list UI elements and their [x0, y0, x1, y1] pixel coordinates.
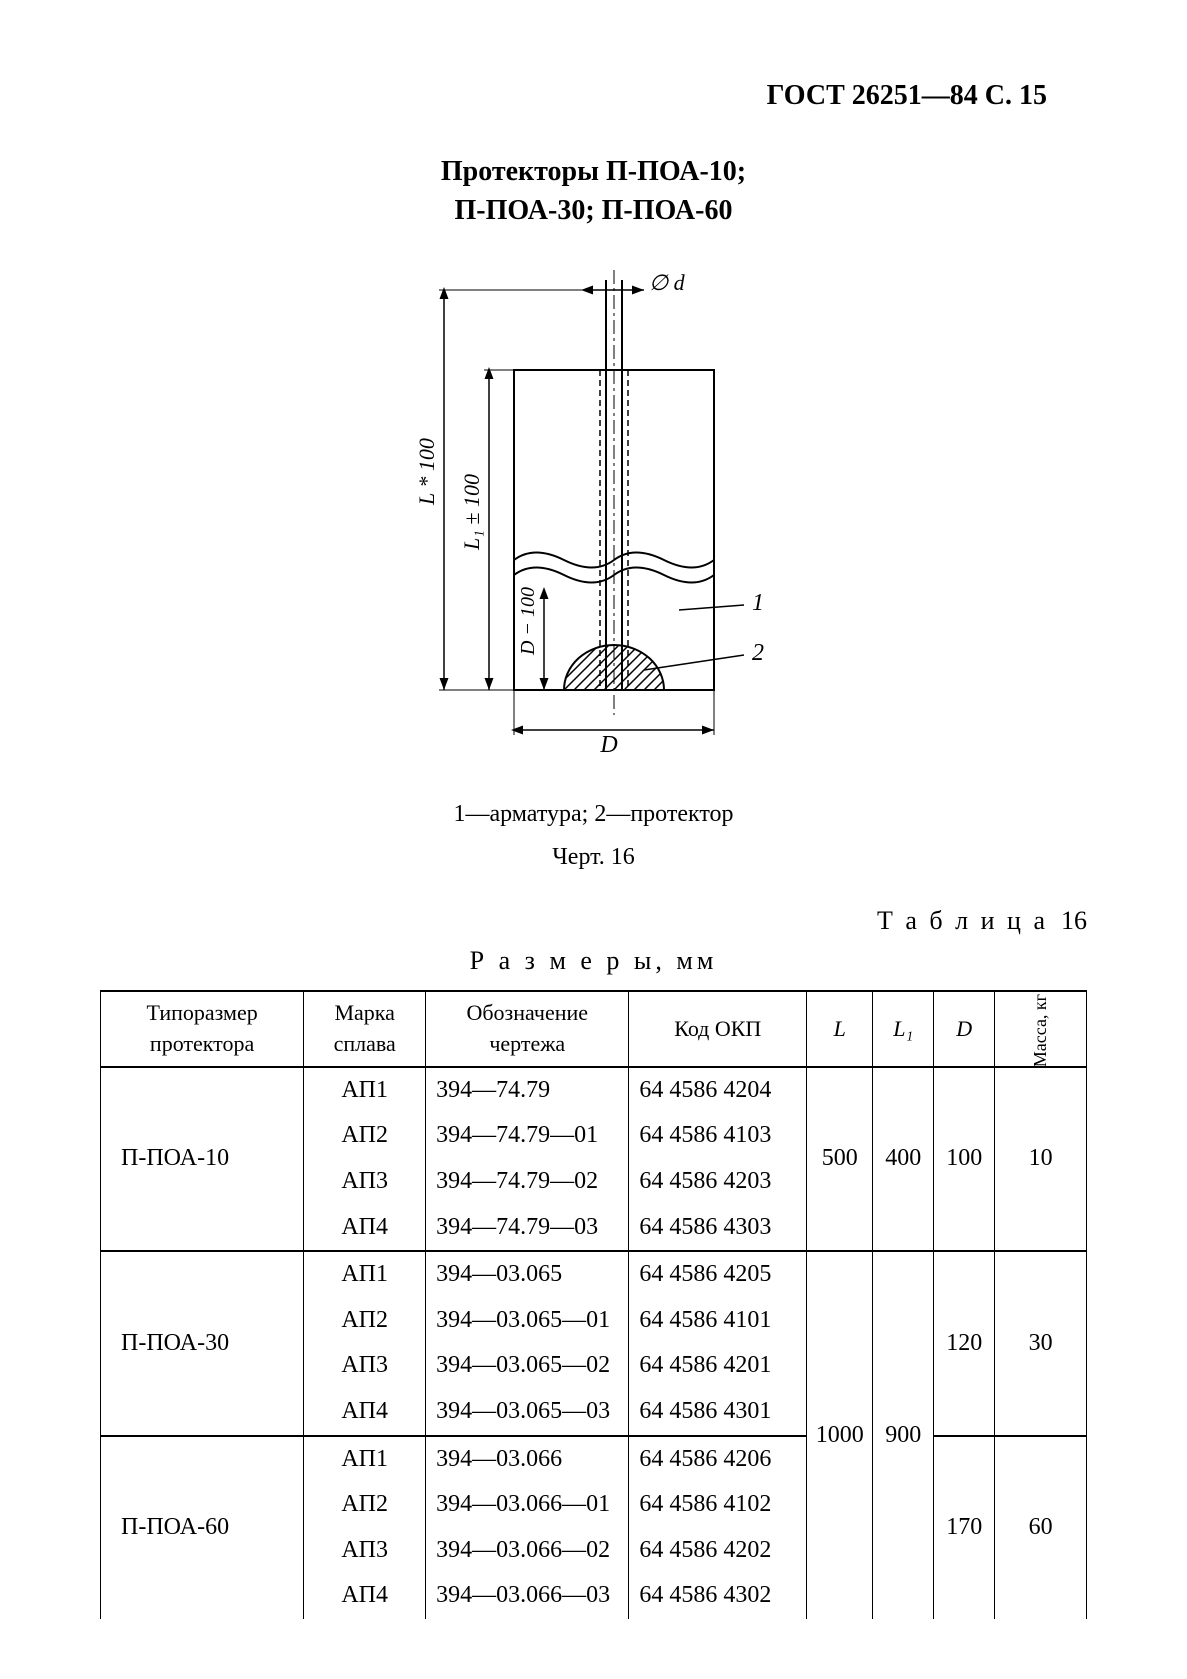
diagram-legend: 1—арматура; 2—протектор: [453, 801, 733, 827]
col-L1: L₁: [873, 991, 934, 1067]
cell-desig: 394—74.79—01: [426, 1113, 629, 1159]
cell-L: 500: [807, 1067, 873, 1251]
label-phi-d: ∅ d: [649, 270, 686, 295]
table-header-row: Типоразмер протектора Марка сплава Обозн…: [101, 991, 1087, 1067]
cell-okp: 64 4586 4205: [629, 1251, 807, 1298]
col-okp: Код ОКП: [629, 991, 807, 1067]
cell-alloy: АП3: [304, 1528, 426, 1574]
table-row: П-ПОА-60 АП1 394—03.066 64 4586 4206 170…: [101, 1436, 1087, 1483]
col-desig-l1: Обозначение: [466, 1000, 588, 1025]
col-mass: Масса, кг: [995, 991, 1087, 1067]
table-row: П-ПОА-30 АП1 394—03.065 64 4586 4205 100…: [101, 1251, 1087, 1298]
cell-mass: 30: [995, 1251, 1087, 1435]
table-row: П-ПОА-10 АП1 394—74.79 64 4586 4204 500 …: [101, 1067, 1087, 1114]
col-L-lbl: L: [834, 1016, 846, 1041]
cell-okp: 64 4586 4203: [629, 1159, 807, 1205]
title-block: Протекторы П-ПОА-10; П-ПОА-30; П-ПОА-60: [100, 152, 1087, 230]
cell-alloy: АП1: [304, 1251, 426, 1298]
cell-okp: 64 4586 4301: [629, 1389, 807, 1436]
cell-D: 120: [934, 1251, 995, 1435]
cell-L1: 900: [873, 1251, 934, 1619]
table-number-label: Т а б л и ц а 16: [100, 906, 1117, 936]
table-label-prefix: Т а б л и ц а: [877, 906, 1048, 936]
col-typesize-l2: протектора: [150, 1031, 254, 1056]
cell-okp: 64 4586 4102: [629, 1482, 807, 1528]
col-alloy-l2: сплава: [334, 1031, 396, 1056]
cell-alloy: АП3: [304, 1159, 426, 1205]
cell-typesize: П-ПОА-10: [101, 1067, 304, 1251]
diagram-fignum: Черт. 16: [100, 838, 1087, 876]
diagram: ∅ d L * 100 L₁ ± 100 D − 100 D 1 2: [100, 260, 1087, 876]
col-L: L: [807, 991, 873, 1067]
cell-mass: 60: [995, 1436, 1087, 1619]
col-okp-l1: Код ОКП: [674, 1016, 761, 1041]
cell-desig: 394—03.065—02: [426, 1343, 629, 1389]
cell-alloy: АП1: [304, 1067, 426, 1114]
cell-okp: 64 4586 4103: [629, 1113, 807, 1159]
cell-desig: 394—74.79: [426, 1067, 629, 1114]
cell-D: 100: [934, 1067, 995, 1251]
cell-desig: 394—03.065—01: [426, 1298, 629, 1344]
cell-okp: 64 4586 4302: [629, 1573, 807, 1619]
standard-header: ГОСТ 26251—84 С. 15: [100, 80, 1087, 112]
table-label-num: 16: [1061, 906, 1087, 936]
cell-desig: 394—03.066: [426, 1436, 629, 1483]
col-alloy: Марка сплава: [304, 991, 426, 1067]
cell-alloy: АП2: [304, 1113, 426, 1159]
diagram-caption: 1—арматура; 2—протектор Черт. 16: [100, 795, 1087, 876]
col-D: D: [934, 991, 995, 1067]
callout-1: 1: [752, 590, 764, 616]
label-D-bottom: D: [599, 732, 617, 758]
cell-alloy: АП2: [304, 1298, 426, 1344]
cell-L1: 400: [873, 1067, 934, 1251]
diagram-svg: ∅ d L * 100 L₁ ± 100 D − 100 D 1 2: [384, 260, 804, 780]
cell-okp: 64 4586 4303: [629, 1205, 807, 1252]
cell-alloy: АП4: [304, 1205, 426, 1252]
col-mass-lbl: Масса, кг: [1028, 993, 1053, 1066]
col-D-lbl: D: [956, 1016, 972, 1041]
cell-alloy: АП4: [304, 1389, 426, 1436]
col-desig-l2: чертежа: [489, 1031, 565, 1056]
cell-okp: 64 4586 4201: [629, 1343, 807, 1389]
table-body: П-ПОА-10 АП1 394—74.79 64 4586 4204 500 …: [101, 1067, 1087, 1619]
cell-desig: 394—74.79—03: [426, 1205, 629, 1252]
cell-D: 170: [934, 1436, 995, 1619]
col-L1-lbl: L₁: [893, 1016, 913, 1041]
cell-desig: 394—03.066—01: [426, 1482, 629, 1528]
cell-alloy: АП2: [304, 1482, 426, 1528]
cell-typesize: П-ПОА-30: [101, 1251, 304, 1435]
col-typesize-l1: Типоразмер: [146, 1000, 257, 1025]
col-alloy-l1: Марка: [334, 1000, 394, 1025]
cell-okp: 64 4586 4204: [629, 1067, 807, 1114]
col-desig: Обозначение чертежа: [426, 991, 629, 1067]
cell-okp: 64 4586 4206: [629, 1436, 807, 1483]
cell-L: 1000: [807, 1251, 873, 1619]
cell-desig: 394—03.066—02: [426, 1528, 629, 1574]
cell-desig: 394—03.066—03: [426, 1573, 629, 1619]
cell-desig: 394—03.065—03: [426, 1389, 629, 1436]
page: ГОСТ 26251—84 С. 15 Протекторы П-ПОА-10;…: [0, 0, 1187, 1679]
cell-okp: 64 4586 4202: [629, 1528, 807, 1574]
title-line-1: Протекторы П-ПОА-10;: [100, 152, 1087, 191]
cell-alloy: АП1: [304, 1436, 426, 1483]
cell-okp: 64 4586 4101: [629, 1298, 807, 1344]
cell-alloy: АП3: [304, 1343, 426, 1389]
callout-2: 2: [752, 640, 764, 666]
cell-desig: 394—74.79—02: [426, 1159, 629, 1205]
table-title: Р а з м е р ы, мм: [100, 946, 1087, 976]
col-typesize: Типоразмер протектора: [101, 991, 304, 1067]
label-L-star-100: L * 100: [414, 439, 439, 507]
dimensions-table: Типоразмер протектора Марка сплава Обозн…: [100, 990, 1087, 1619]
title-line-2: П-ПОА-30; П-ПОА-60: [100, 191, 1087, 230]
label-D-minus-100: D − 100: [517, 587, 539, 656]
label-L1-pm-100: L₁ ± 100: [459, 474, 484, 551]
cell-alloy: АП4: [304, 1573, 426, 1619]
cell-typesize: П-ПОА-60: [101, 1436, 304, 1619]
cell-mass: 10: [995, 1067, 1087, 1251]
cell-desig: 394—03.065: [426, 1251, 629, 1298]
